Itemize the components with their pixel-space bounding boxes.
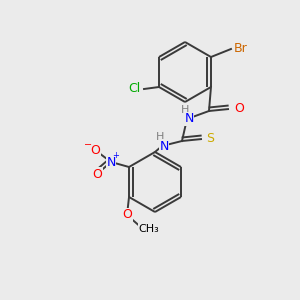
Text: S: S (206, 133, 214, 146)
Text: CH₃: CH₃ (139, 224, 159, 234)
Text: O: O (122, 208, 132, 221)
Text: H: H (156, 132, 164, 142)
Text: O: O (90, 143, 100, 157)
Text: −: − (84, 140, 92, 150)
Text: N: N (159, 140, 169, 152)
Text: H: H (181, 105, 189, 115)
Text: N: N (106, 155, 116, 169)
Text: N: N (184, 112, 194, 125)
Text: O: O (234, 103, 244, 116)
Text: Br: Br (234, 43, 248, 56)
Text: O: O (92, 167, 102, 181)
Text: Cl: Cl (128, 82, 140, 95)
Text: +: + (112, 152, 119, 160)
